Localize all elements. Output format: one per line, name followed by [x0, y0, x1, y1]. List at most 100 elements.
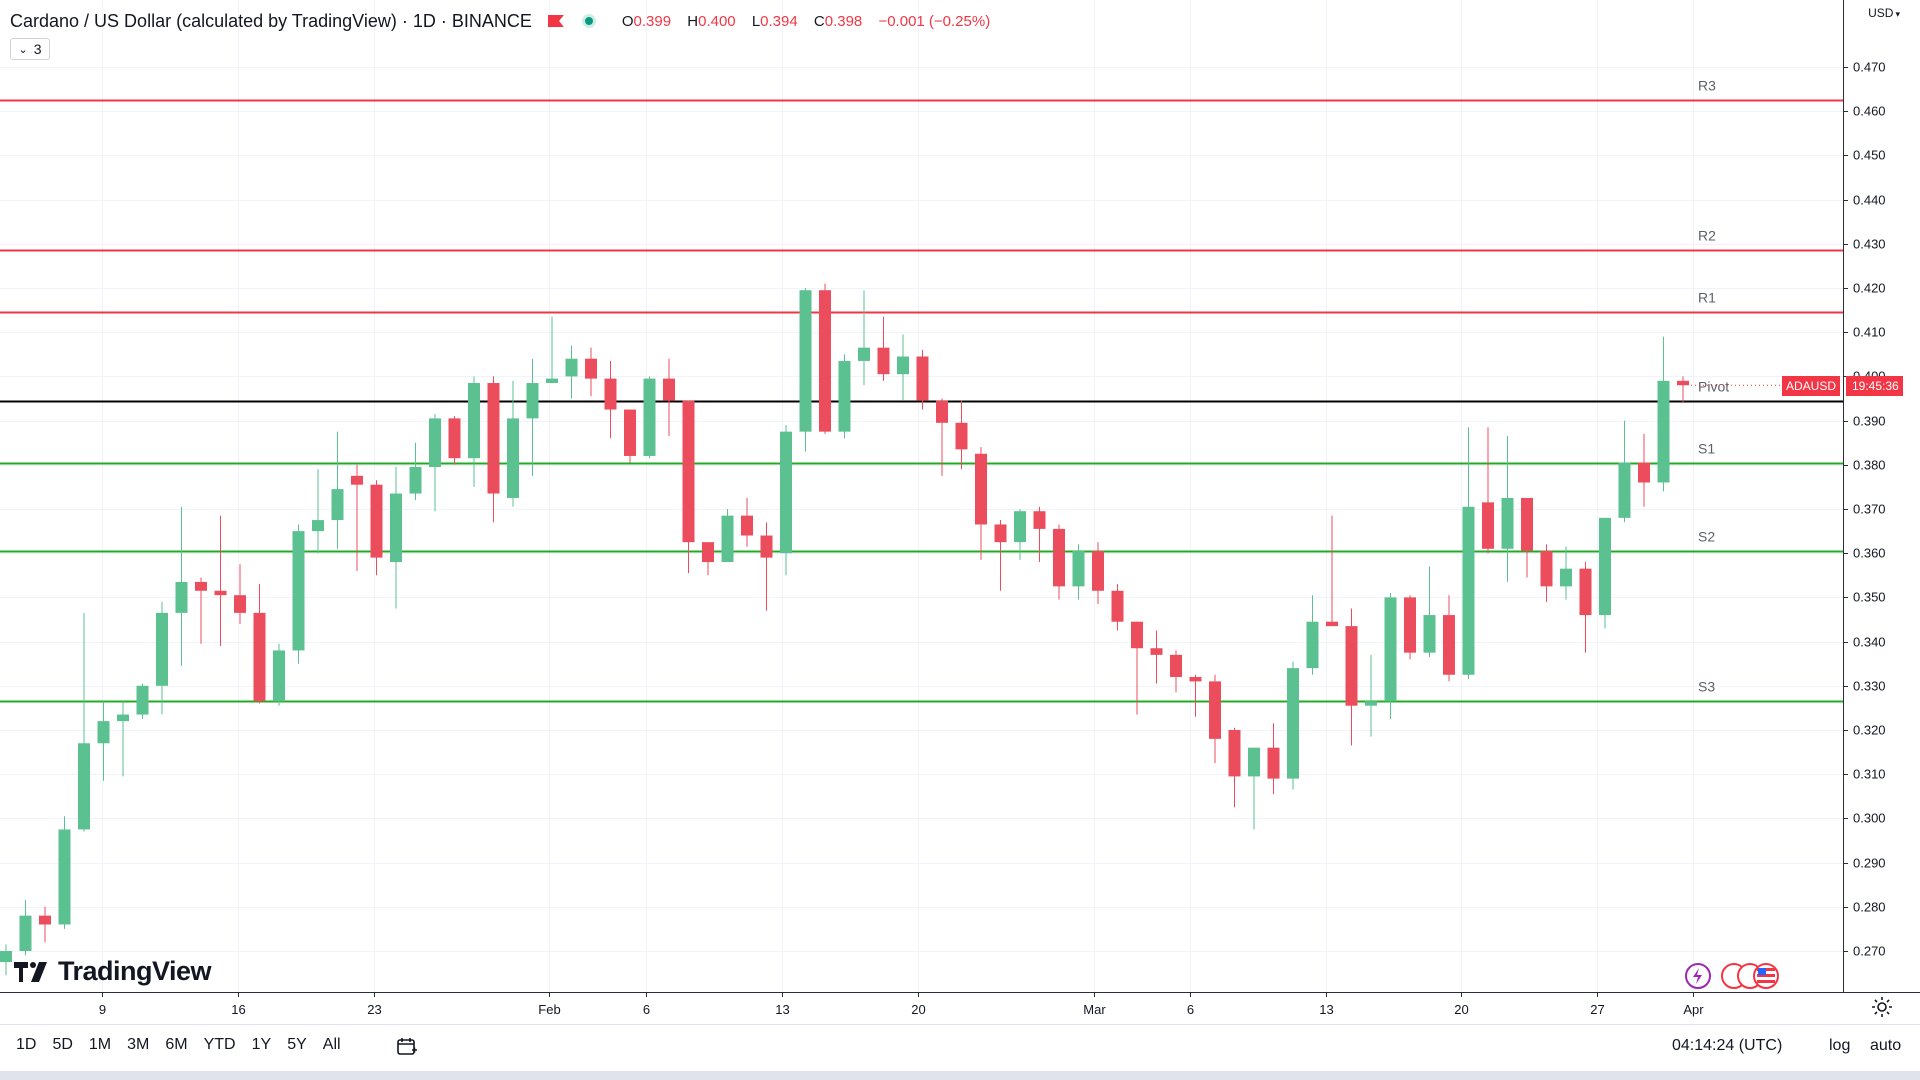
candle: [1150, 630, 1163, 684]
candle-body: [253, 612, 266, 702]
candle-body: [604, 378, 617, 410]
candle: [78, 612, 90, 832]
candle-body: [234, 595, 246, 613]
candle-body: [97, 721, 110, 744]
candle-body: [1521, 497, 1533, 551]
time-tick-label: 23: [367, 1002, 381, 1017]
price-tick-label: 0.390: [1853, 414, 1886, 429]
range-ytd-button[interactable]: YTD: [203, 1036, 236, 1053]
candle: [1384, 592, 1397, 719]
pivot-levels: R3 R2 R1 Pivot S1 S2 S3: [0, 78, 1843, 703]
price-axis[interactable]: 0.270 0.280 0.290 0.300 0.310 0.320 0.330 0.340…: [1843, 60, 1886, 959]
candle-body: [1306, 621, 1319, 669]
price-tick-label: 0.420: [1853, 281, 1886, 296]
candle: [858, 290, 870, 386]
candle: [760, 522, 773, 611]
candle-body: [1501, 497, 1514, 549]
candle-body: [1267, 747, 1280, 779]
chevron-down-icon: ▾: [1895, 9, 1900, 19]
lightning-icon[interactable]: [1684, 962, 1712, 990]
log-scale-toggle[interactable]: log: [1829, 1037, 1851, 1054]
candle-body: [975, 453, 987, 525]
range-all-button[interactable]: All: [322, 1036, 341, 1053]
candle-body: [175, 581, 188, 613]
candle-body: [1462, 506, 1475, 675]
low-label: L: [751, 12, 761, 30]
range-5y-button[interactable]: 5Y: [287, 1036, 307, 1053]
candle-body: [195, 581, 207, 591]
candle-body: [838, 360, 851, 432]
candle-body: [292, 531, 305, 651]
time-axis[interactable]: 9 16 23 Feb 6 13 20 Mar 6 13 20 27 Apr: [99, 992, 1704, 1017]
auto-scale-toggle[interactable]: auto: [1870, 1037, 1902, 1054]
calendar-range-icon[interactable]: [396, 1036, 418, 1058]
candle: [643, 376, 656, 459]
candle-body: [1248, 747, 1260, 777]
time-tick-label: Apr: [1683, 1002, 1704, 1017]
price-tick-label: 0.290: [1853, 856, 1886, 871]
symbol-title[interactable]: Cardano / US Dollar (calculated by Tradi…: [10, 10, 532, 31]
price-tick-label: 0.300: [1853, 811, 1886, 826]
pivot-level-pivot-label: Pivot: [1698, 379, 1729, 395]
utc-clock[interactable]: 04:14:24 (UTC): [1672, 1037, 1783, 1054]
candle-body: [1404, 597, 1416, 653]
candle: [1248, 747, 1260, 830]
candle: [1053, 524, 1065, 600]
time-tick-label: 20: [911, 1002, 925, 1017]
candle: [468, 376, 480, 487]
tradingview-logo-icon: [14, 961, 47, 982]
pivot-level-s3-label: S3: [1698, 679, 1715, 695]
candle-body: [273, 650, 285, 702]
candle: [975, 447, 987, 560]
candle: [370, 480, 383, 576]
candle-body: [214, 590, 227, 596]
range-6m-button[interactable]: 6M: [165, 1036, 188, 1053]
candle-body: [585, 358, 597, 379]
currency-selector[interactable]: USD ▾: [1868, 6, 1900, 20]
range-5d-button[interactable]: 5D: [52, 1036, 73, 1053]
candle: [1579, 562, 1592, 653]
candle-body: [1189, 676, 1202, 682]
candle-body: [565, 358, 578, 377]
candle: [1014, 509, 1026, 560]
range-1m-button[interactable]: 1M: [88, 1036, 112, 1053]
tradingview-logo[interactable]: TradingView: [14, 956, 212, 987]
candle: [1599, 517, 1611, 629]
range-3m-button[interactable]: 3M: [127, 1036, 150, 1053]
candle-body: [370, 484, 383, 558]
candle: [273, 643, 285, 706]
candle: [1287, 661, 1299, 790]
market-status-icon[interactable]: [581, 14, 596, 28]
candle: [1443, 595, 1455, 682]
candle: [702, 542, 714, 576]
economic-events-icon[interactable]: [1720, 962, 1790, 990]
candle-body: [1150, 648, 1163, 655]
range-1y-button[interactable]: 1Y: [251, 1036, 272, 1053]
time-tick-label: 9: [99, 1002, 106, 1017]
price-tick-label: 0.310: [1853, 767, 1886, 782]
candle: [1462, 427, 1475, 680]
price-tick-label: 0.270: [1853, 944, 1886, 959]
candle-body: [468, 383, 480, 459]
candle: [19, 900, 32, 956]
flag-icon[interactable]: [547, 15, 564, 27]
candle: [292, 524, 305, 664]
candle-body: [643, 378, 656, 456]
settings-gear-icon[interactable]: [1871, 996, 1893, 1018]
time-tick-label: 6: [1187, 1002, 1194, 1017]
candle: [1501, 436, 1514, 582]
candle: [1618, 420, 1631, 523]
candle-body: [390, 493, 402, 563]
candle-body: [1170, 654, 1182, 677]
indicators-toggle-button[interactable]: ⌄ 3: [10, 38, 50, 60]
candle: [253, 584, 266, 704]
candle-body: [936, 400, 948, 423]
candle-body: [19, 915, 32, 951]
grid-lines: [0, 0, 1843, 992]
candle-body: [624, 409, 636, 456]
candles: [0, 283, 1843, 976]
close-label: C: [813, 12, 825, 30]
candle-body: [682, 400, 695, 543]
range-1d-button[interactable]: 1D: [16, 1036, 37, 1053]
